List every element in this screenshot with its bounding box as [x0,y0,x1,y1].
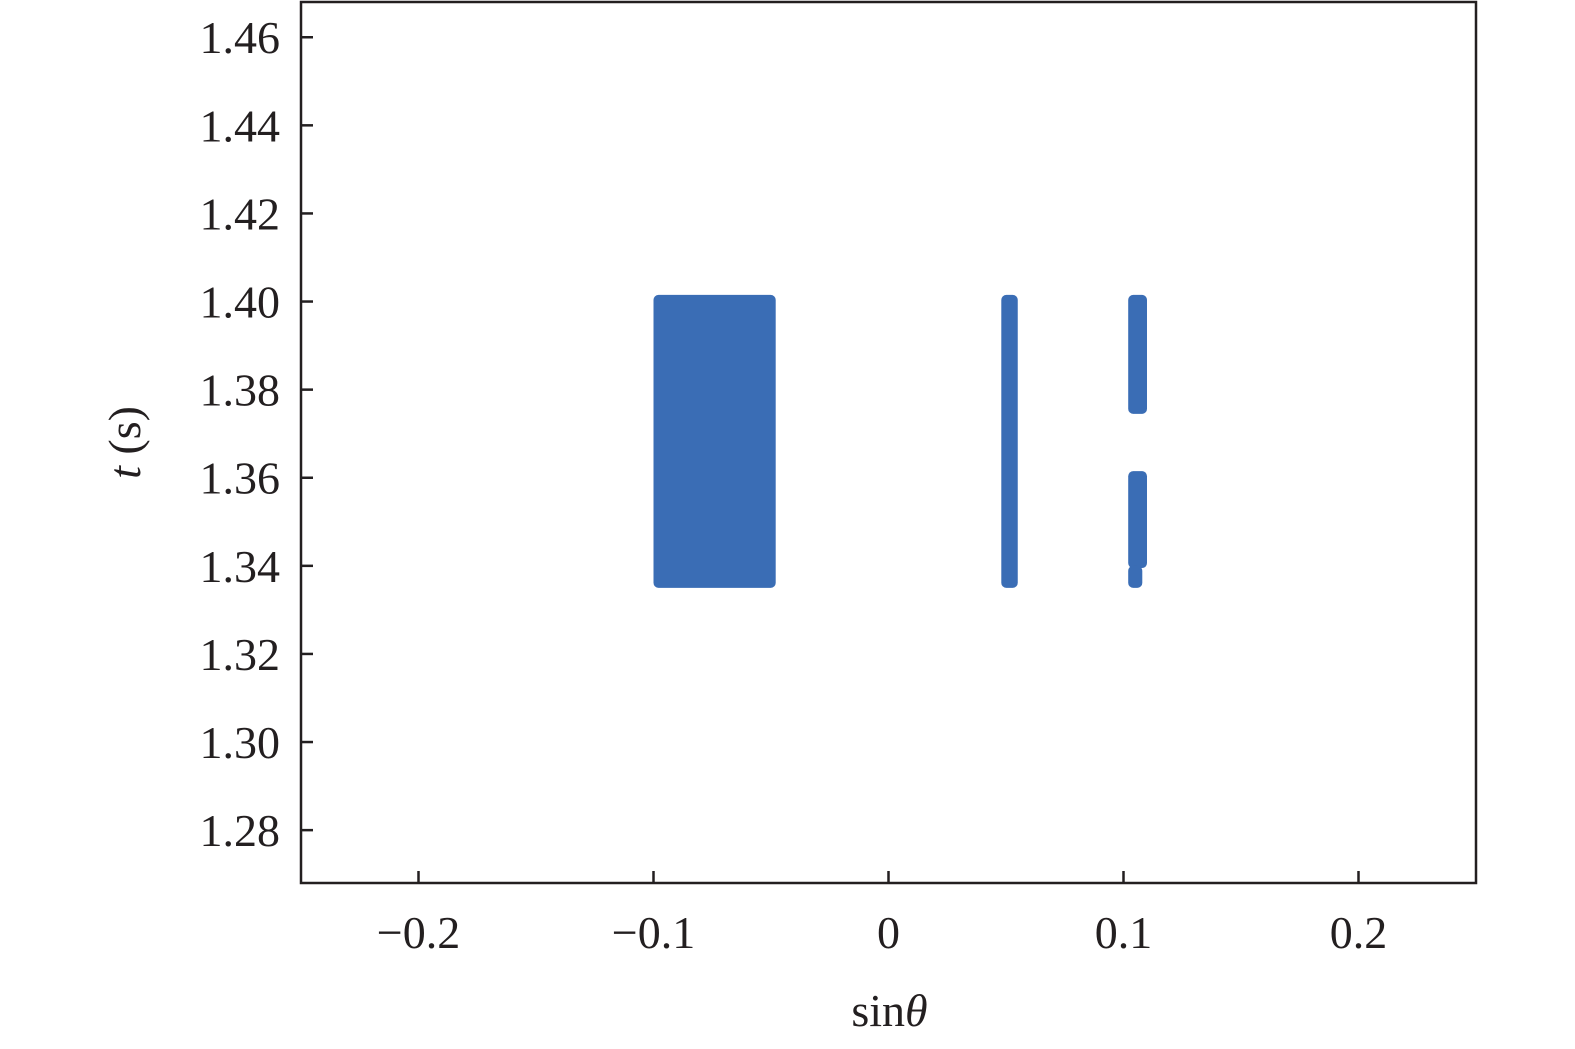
data-region-1 [653,294,776,588]
y-tick-label: 1.34 [200,541,281,592]
y-axis-label: t (s) [99,406,150,479]
y-tick-label: 1.32 [200,629,281,680]
y-tick-label: 1.46 [200,12,281,63]
data-region-5 [1128,565,1143,588]
y-tick-label: 1.40 [200,277,281,328]
x-axis-ticks: −0.2 −0.1 0 0.1 0.2 [377,871,1387,958]
x-tick-label: 0 [877,907,900,958]
data-region-2 [1001,294,1018,588]
y-axis-label-unit: (s) [99,406,150,466]
y-tick-label: 1.30 [200,717,281,768]
y-tick-label: 1.42 [200,188,281,239]
y-tick-label: 1.38 [200,365,281,416]
data-region-3 [1128,294,1147,414]
y-tick-label: 1.44 [200,100,281,151]
x-tick-label: −0.2 [377,907,460,958]
x-tick-label: −0.1 [612,907,695,958]
data-region-4 [1128,471,1147,569]
plot-frame [299,0,1478,885]
y-axis-ticks: 1.28 1.30 1.32 1.34 1.36 1.38 1.40 1.42 1.44 1.46 [200,12,313,856]
x-axis-label: sinθ [851,985,927,1036]
x-axis-label-main: sin [851,985,905,1036]
data-regions [653,294,1147,588]
x-axis-label-symbol: θ [905,985,928,1036]
x-tick-label: 0.2 [1330,907,1388,958]
y-tick-label: 1.36 [200,453,281,504]
y-tick-label: 1.28 [200,805,281,856]
x-tick-label: 0.1 [1095,907,1153,958]
y-axis-label-symbol: t [99,465,150,479]
